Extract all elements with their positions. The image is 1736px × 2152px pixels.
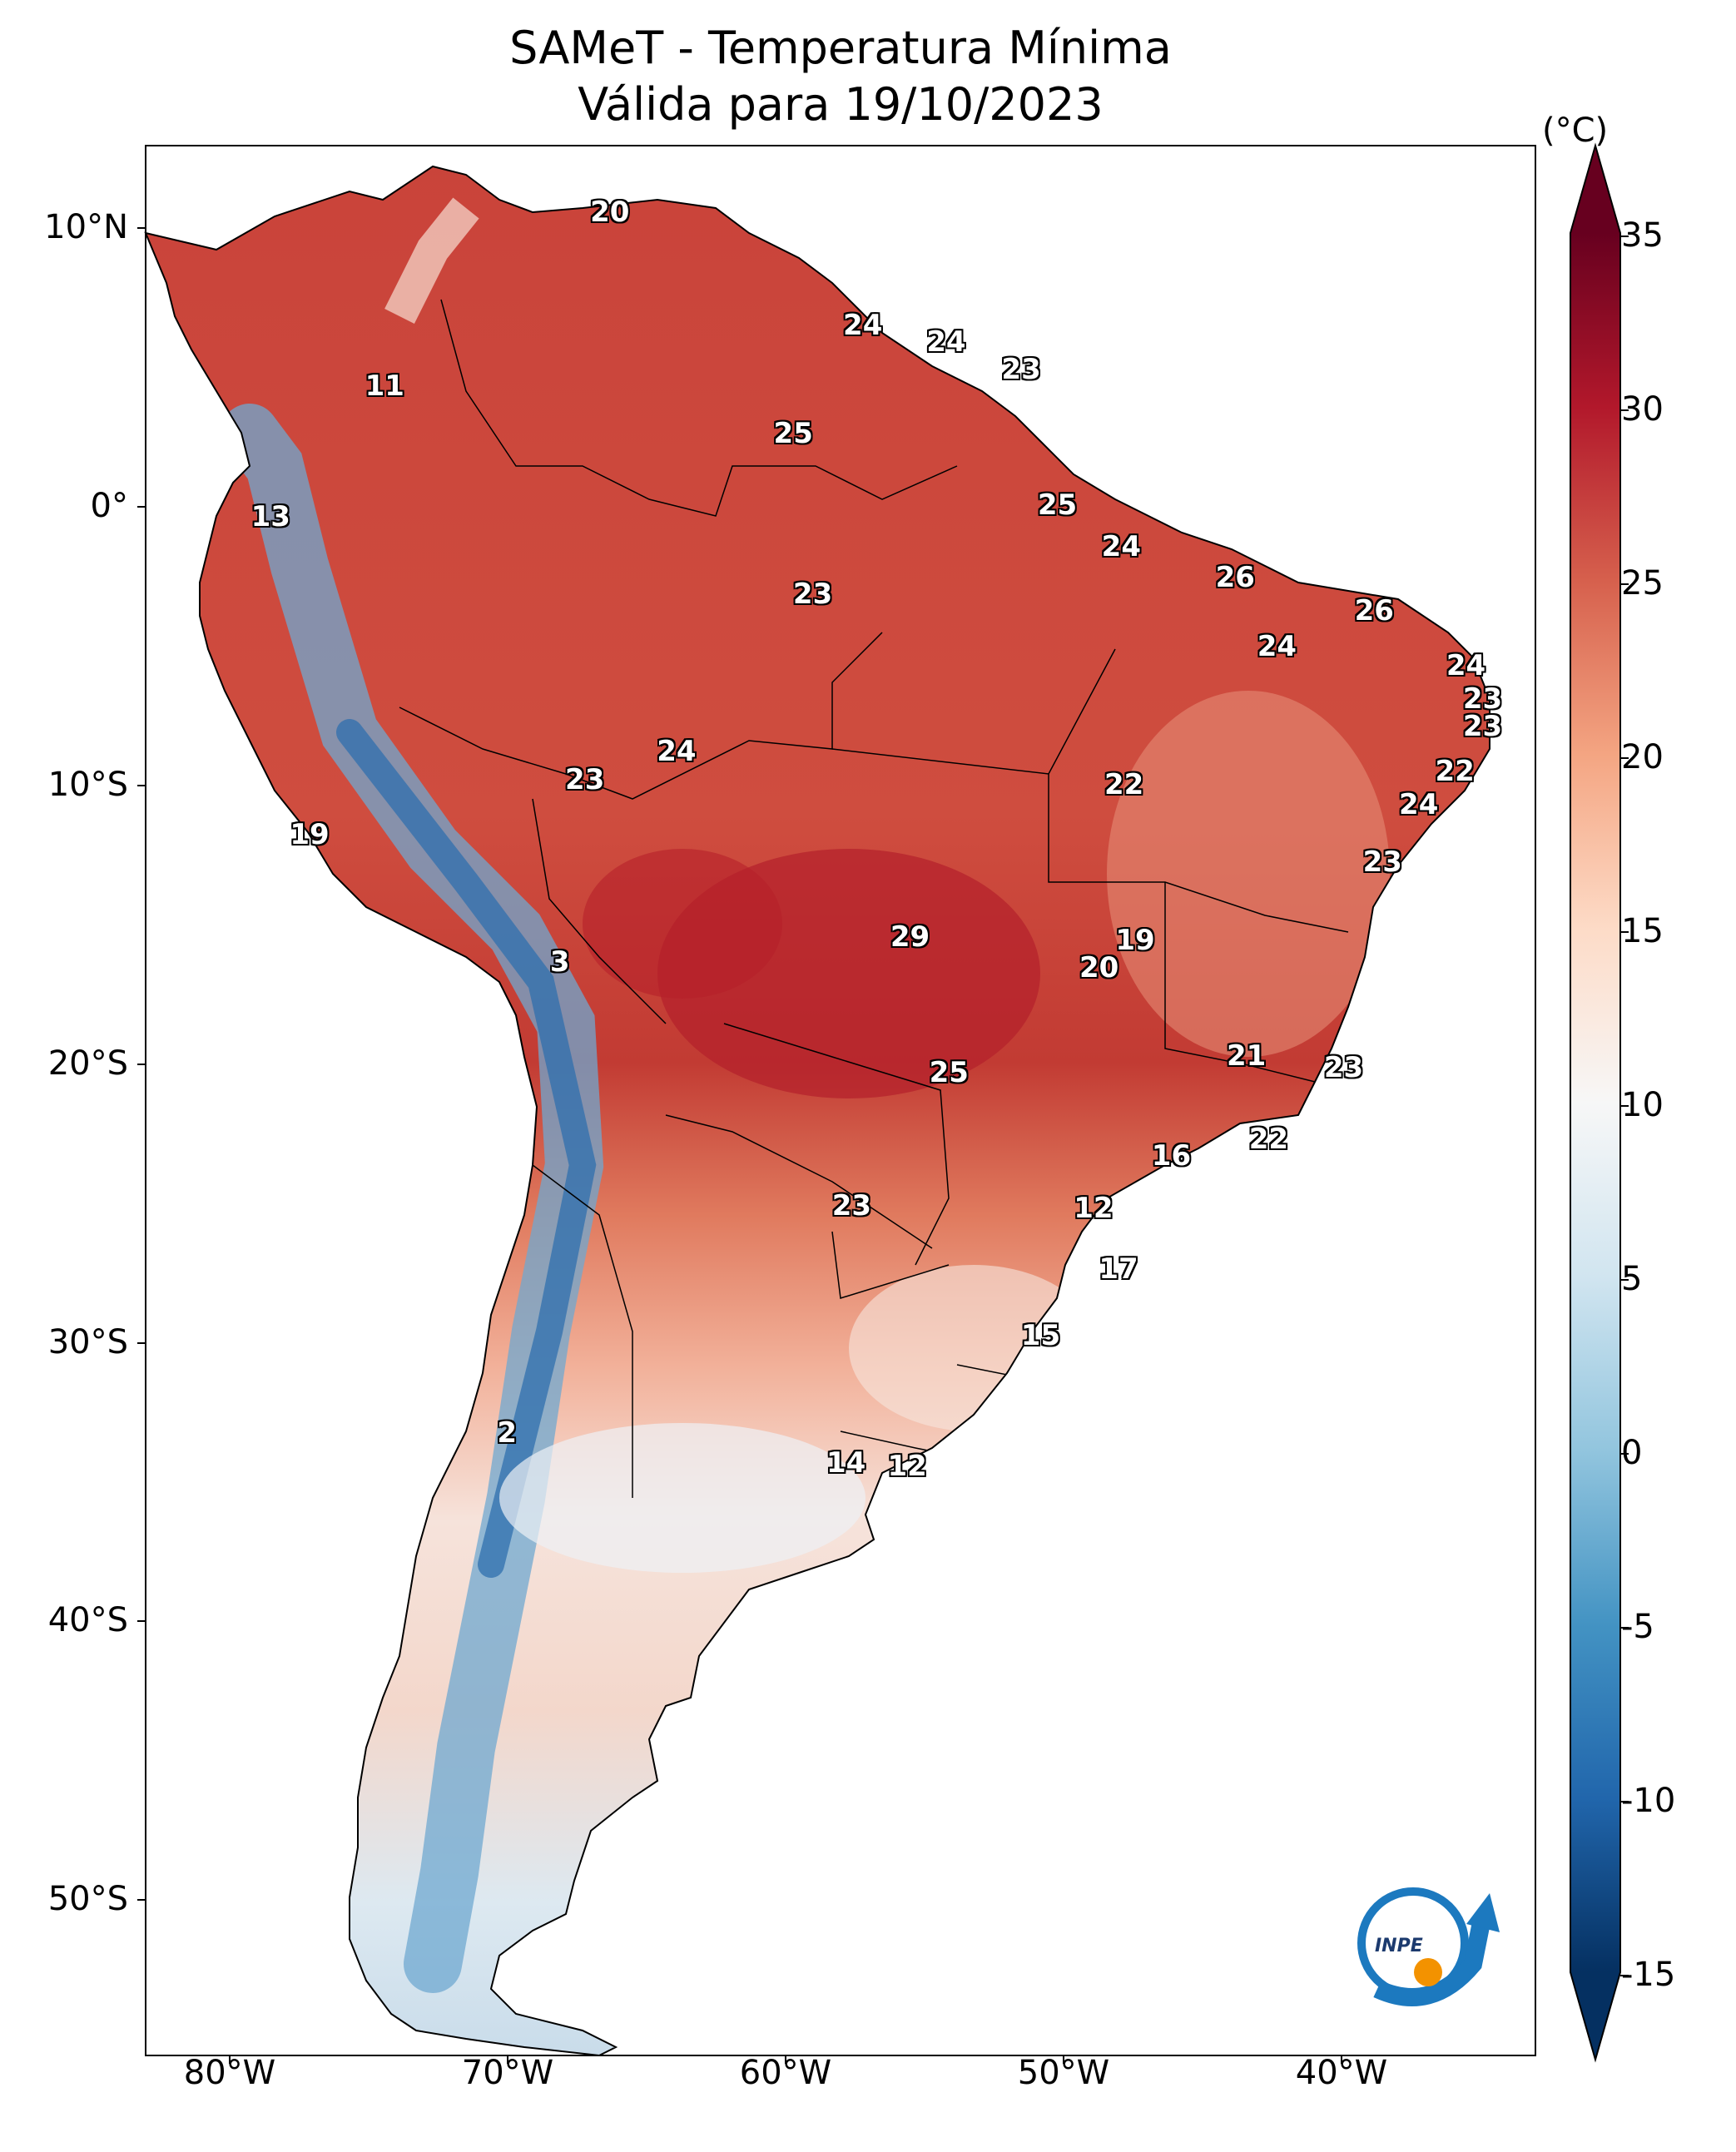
lat-tick-50s: 50°S — [47, 1880, 128, 1918]
colorbar-tick: 10 — [1621, 1086, 1664, 1124]
temperature-value-label: 24 — [1101, 530, 1141, 564]
temperature-value-label: 24 — [1257, 630, 1297, 664]
colorbar-tick: 25 — [1621, 564, 1664, 602]
temperature-value-label: 24 — [926, 325, 966, 359]
inpe-logo — [1357, 1887, 1500, 2006]
temperature-value-label: 11 — [365, 369, 404, 404]
temperature-value-label: 20 — [590, 195, 630, 229]
lon-tick-50w: 50°W — [1017, 2054, 1110, 2092]
temperature-value-label: 2 — [497, 1416, 518, 1450]
lat-tick-10s: 10°S — [47, 766, 128, 804]
temperature-value-label: 25 — [929, 1056, 969, 1090]
temperature-value-label: 23 — [1323, 1050, 1364, 1084]
temperature-value-label: 22 — [1435, 754, 1475, 788]
colorbar-tick: 5 — [1621, 1260, 1643, 1298]
map-title: SAMeT - Temperatura Mínima — [509, 22, 1172, 74]
temperature-value-label: 23 — [1462, 710, 1503, 744]
temperature-value-label: 12 — [887, 1449, 927, 1483]
temperature-value-label: 19 — [290, 818, 330, 852]
temperature-value-label: 23 — [565, 762, 605, 796]
colorbar-tick: 0 — [1621, 1434, 1643, 1472]
colorbar-tick: 15 — [1621, 912, 1664, 950]
temperature-value-label: 23 — [792, 577, 833, 611]
temperature-value-label: 25 — [1037, 488, 1078, 523]
temperature-value-label: 13 — [250, 499, 290, 533]
temperature-value-label: 23 — [1001, 353, 1041, 387]
temperature-value-label: 24 — [657, 735, 697, 769]
temperature-value-label: 24 — [843, 309, 883, 343]
temperature-value-label: 20 — [1079, 950, 1119, 984]
inpe-logo-text: INPE — [1375, 1936, 1423, 1956]
lon-tick-80w: 80°W — [183, 2054, 276, 2092]
temperature-value-label: 14 — [826, 1446, 866, 1480]
temperature-value-label: 24 — [1446, 649, 1486, 683]
temperature-value-label: 17 — [1099, 1252, 1138, 1287]
colorbar-tick: -15 — [1621, 1956, 1676, 1994]
temperature-value-label: 16 — [1151, 1139, 1192, 1173]
temperature-value-label: 25 — [773, 416, 813, 450]
lon-tick-40w: 40°W — [1295, 2054, 1388, 2092]
political-boundaries — [399, 299, 1349, 1498]
temperature-value-label: 26 — [1215, 560, 1255, 594]
temperature-value-label: 15 — [1020, 1319, 1061, 1353]
map-subtitle: Válida para 19/10/2023 — [578, 78, 1104, 131]
colorbar-tick: -5 — [1621, 1608, 1654, 1646]
colorbar-tick: 20 — [1621, 738, 1664, 776]
temperature-value-label: 23 — [831, 1188, 872, 1222]
lon-tick-60w: 60°W — [739, 2054, 832, 2092]
temperature-value-label: 23 — [1462, 682, 1503, 717]
lat-tick-20s: 20°S — [47, 1044, 128, 1083]
lat-tick-40s: 40°S — [47, 1601, 128, 1639]
colorbar-unit: (°C) — [1542, 112, 1609, 150]
temperature-value-label: 19 — [1115, 923, 1155, 957]
lat-tick-30s: 30°S — [47, 1323, 128, 1361]
temperature-value-label: 24 — [1399, 787, 1439, 821]
axis-ticks — [137, 227, 1342, 2064]
temperature-value-label: 26 — [1354, 593, 1394, 627]
colorbar-tick: 35 — [1621, 216, 1664, 255]
temperature-value-label: 3 — [549, 945, 570, 979]
lat-tick-0: 0° — [90, 487, 128, 525]
temperature-value-label: 21 — [1226, 1039, 1267, 1074]
lat-tick-10n: 10°N — [44, 208, 128, 246]
colorbar-tick: -10 — [1621, 1782, 1676, 1820]
temperature-value-label: 22 — [1248, 1123, 1289, 1157]
temperature-value-label: 29 — [890, 920, 930, 955]
colorbar-tick: 30 — [1621, 390, 1664, 429]
temperature-value-label: 12 — [1074, 1192, 1114, 1226]
lon-tick-70w: 70°W — [461, 2054, 554, 2092]
colorbar — [1570, 142, 1629, 2063]
temperature-value-label: 22 — [1104, 768, 1144, 802]
temperature-value-label: 23 — [1362, 845, 1402, 880]
